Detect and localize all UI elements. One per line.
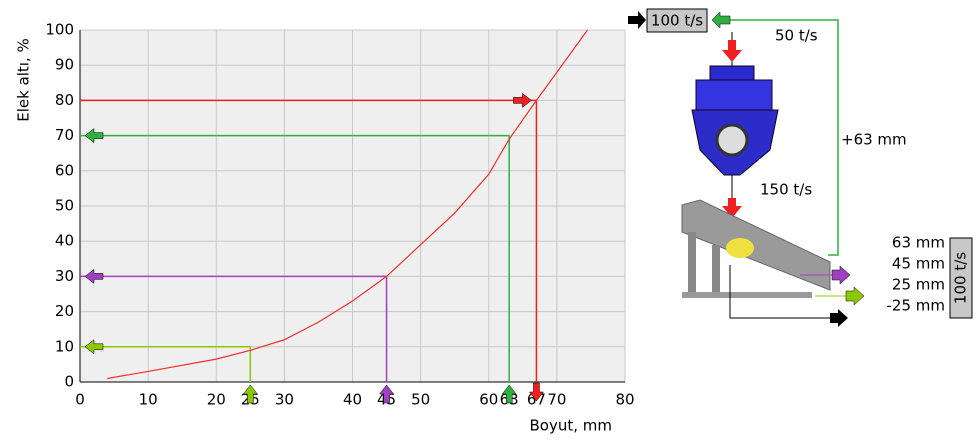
y-tick-label: 20 [55, 302, 74, 320]
x-tick-label: 40 [343, 391, 362, 409]
crusher-top [710, 66, 754, 80]
crusher-body [696, 80, 772, 110]
arrow [712, 12, 730, 28]
x-tick-label: 20 [207, 391, 226, 409]
x-tick-label: 30 [275, 391, 294, 409]
screen-leg [712, 245, 720, 295]
screen-deck [682, 200, 830, 290]
x-axis-title: Boyut, mm [530, 417, 613, 435]
y-tick-label: 40 [55, 232, 74, 250]
y-marker-label: 30 [55, 267, 74, 285]
y-tick-label: 90 [55, 56, 74, 74]
screen-base [682, 292, 812, 298]
y-marker-label: 10 [55, 337, 74, 355]
arrow [830, 309, 848, 327]
arrow [832, 266, 850, 284]
output-labels: 63 mm 45 mm 25 mm -25 mm [887, 234, 946, 315]
total-label: 100 t/s [952, 252, 970, 304]
x-tick-label: 10 [139, 391, 158, 409]
y-tick-label: 0 [64, 373, 74, 391]
page: Boyut, mm Elek altı, % 100 t/s 50 t/s +6… [0, 0, 979, 443]
y-marker-label: 80 [55, 91, 74, 109]
flow-diagram: 100 t/s 50 t/s +63 mm 150 t/s 63 mm 45 mm… [628, 9, 972, 327]
output-label: 63 mm [892, 234, 945, 252]
screen [682, 200, 830, 298]
x-tick-label: 80 [615, 391, 634, 409]
oversize-label: +63 mm [841, 131, 907, 149]
x-tick-label: 50 [411, 391, 430, 409]
x-tick-label: 0 [75, 391, 85, 409]
arrow [722, 40, 742, 62]
output-label: 45 mm [892, 255, 945, 273]
y-tick-label: 60 [55, 161, 74, 179]
arrow [628, 11, 646, 29]
crusher-wheel [717, 125, 747, 155]
crusher [692, 66, 778, 175]
y-axis-title: Elek altı, % [15, 38, 33, 122]
y-tick-label: 100 [45, 21, 74, 39]
y-tick-label: 50 [55, 197, 74, 215]
x-tick-label: 60 [479, 391, 498, 409]
arrow [846, 287, 864, 305]
screen-leg [688, 232, 696, 294]
output-label: -25 mm [887, 297, 946, 315]
output-label: 25 mm [892, 276, 945, 294]
recycle-label: 50 t/s [775, 27, 818, 45]
x-tick-label: 70 [547, 391, 566, 409]
y-marker-label: 70 [55, 126, 74, 144]
screen-motor [726, 238, 754, 258]
crusher-out-label: 150 t/s [760, 181, 812, 199]
feed-label: 100 t/s [651, 12, 703, 30]
